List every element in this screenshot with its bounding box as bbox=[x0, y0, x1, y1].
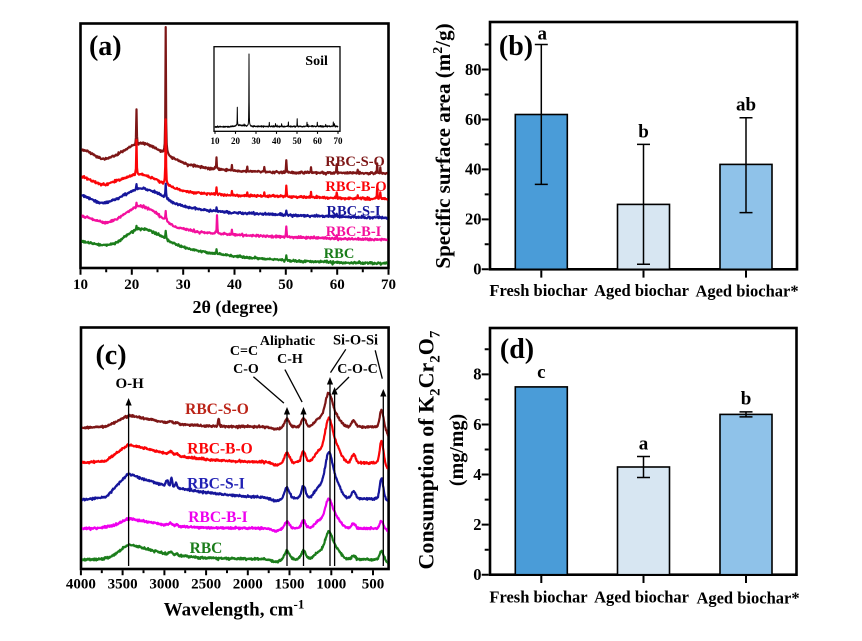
svg-text:RBC-S-I: RBC-S-I bbox=[327, 204, 381, 220]
svg-text:50: 50 bbox=[278, 277, 293, 293]
svg-text:O-H: O-H bbox=[116, 376, 145, 392]
svg-text:Si-O-Si: Si-O-Si bbox=[333, 332, 378, 348]
svg-text:30: 30 bbox=[252, 136, 262, 146]
svg-text:Specific surface area (m2/g): Specific surface area (m2/g) bbox=[431, 23, 455, 268]
svg-text:500: 500 bbox=[362, 576, 385, 592]
svg-text:40: 40 bbox=[465, 160, 482, 179]
svg-text:C-O: C-O bbox=[233, 362, 259, 377]
svg-text:60: 60 bbox=[465, 110, 482, 129]
svg-text:2θ (degree): 2θ (degree) bbox=[193, 297, 279, 318]
svg-text:b: b bbox=[638, 121, 649, 142]
svg-text:a: a bbox=[538, 23, 548, 44]
svg-text:RBC-S-I: RBC-S-I bbox=[187, 476, 245, 493]
svg-text:10: 10 bbox=[211, 136, 221, 146]
svg-text:1000: 1000 bbox=[316, 576, 346, 592]
svg-text:8: 8 bbox=[473, 365, 481, 384]
svg-text:(b): (b) bbox=[499, 31, 533, 62]
svg-text:C-O-C: C-O-C bbox=[337, 362, 377, 377]
svg-text:c: c bbox=[537, 362, 545, 383]
svg-text:Fresh biochar: Fresh biochar bbox=[489, 281, 587, 300]
svg-text:2: 2 bbox=[473, 515, 481, 534]
svg-text:4000: 4000 bbox=[66, 576, 96, 592]
svg-text:RBC-B-O: RBC-B-O bbox=[187, 441, 252, 458]
svg-text:3000: 3000 bbox=[149, 576, 179, 592]
svg-text:ab: ab bbox=[736, 94, 756, 115]
svg-text:Aged biochar: Aged biochar bbox=[594, 281, 689, 300]
svg-text:50: 50 bbox=[293, 136, 303, 146]
svg-text:40: 40 bbox=[227, 277, 242, 293]
svg-text:RBC-B-I: RBC-B-I bbox=[188, 509, 247, 526]
svg-text:RBC-B-O: RBC-B-O bbox=[325, 179, 386, 195]
svg-text:20: 20 bbox=[231, 136, 241, 146]
svg-text:RBC-S-O: RBC-S-O bbox=[325, 154, 385, 170]
svg-text:40: 40 bbox=[272, 136, 282, 146]
svg-text:1500: 1500 bbox=[275, 576, 305, 592]
svg-text:RBC-B-I: RBC-B-I bbox=[326, 224, 382, 240]
svg-text:3500: 3500 bbox=[108, 576, 138, 592]
svg-text:20: 20 bbox=[124, 277, 139, 293]
svg-text:Aged biochar*: Aged biochar* bbox=[696, 589, 799, 608]
svg-text:Aged biochar: Aged biochar bbox=[594, 588, 689, 607]
svg-text:80: 80 bbox=[465, 60, 482, 79]
svg-text:0: 0 bbox=[473, 565, 481, 584]
svg-text:RBC: RBC bbox=[190, 540, 223, 557]
svg-text:2000: 2000 bbox=[233, 576, 263, 592]
svg-text:6: 6 bbox=[473, 415, 481, 434]
svg-text:Fresh biochar: Fresh biochar bbox=[489, 588, 587, 607]
svg-text:2500: 2500 bbox=[191, 576, 221, 592]
svg-text:4: 4 bbox=[473, 465, 481, 484]
svg-text:(a): (a) bbox=[89, 31, 122, 62]
svg-text:RBC: RBC bbox=[324, 246, 355, 262]
svg-text:C-H: C-H bbox=[277, 352, 303, 367]
svg-text:20: 20 bbox=[465, 210, 482, 229]
svg-text:70: 70 bbox=[381, 277, 396, 293]
svg-text:Wavelength, cm-1: Wavelength, cm-1 bbox=[164, 597, 305, 621]
svg-text:b: b bbox=[741, 388, 752, 409]
svg-text:10: 10 bbox=[73, 277, 88, 293]
svg-text:70: 70 bbox=[334, 136, 344, 146]
svg-text:a: a bbox=[639, 433, 649, 454]
svg-text:C=C: C=C bbox=[230, 344, 258, 359]
svg-text:60: 60 bbox=[330, 277, 345, 293]
svg-text:30: 30 bbox=[176, 277, 191, 293]
svg-text:Aliphatic: Aliphatic bbox=[260, 334, 315, 349]
svg-text:Aged biochar*: Aged biochar* bbox=[695, 282, 798, 301]
svg-text:(d): (d) bbox=[500, 334, 534, 365]
svg-text:Soil: Soil bbox=[305, 54, 328, 69]
svg-text:RBC-S-O: RBC-S-O bbox=[185, 401, 249, 418]
svg-text:(c): (c) bbox=[95, 340, 126, 371]
svg-text:0: 0 bbox=[473, 260, 481, 279]
svg-text:60: 60 bbox=[313, 136, 323, 146]
svg-text:(mg/mg): (mg/mg) bbox=[446, 414, 468, 486]
